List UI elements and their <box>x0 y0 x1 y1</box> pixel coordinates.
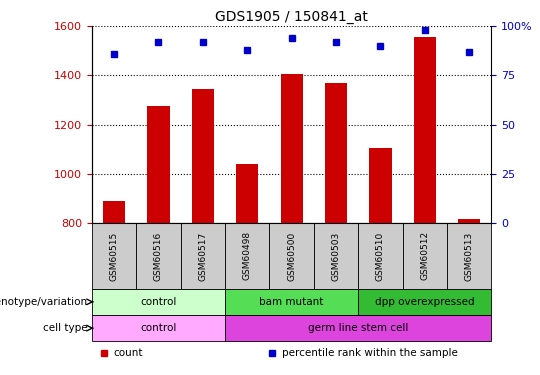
Text: GSM60516: GSM60516 <box>154 231 163 280</box>
Bar <box>269 223 314 289</box>
Text: control: control <box>140 297 177 307</box>
Text: genotype/variation: genotype/variation <box>0 297 88 307</box>
Bar <box>314 223 358 289</box>
Title: GDS1905 / 150841_at: GDS1905 / 150841_at <box>215 10 368 24</box>
Bar <box>414 38 436 223</box>
Bar <box>458 219 480 223</box>
Text: GSM60517: GSM60517 <box>198 231 207 280</box>
Text: GSM60500: GSM60500 <box>287 231 296 280</box>
Bar <box>136 223 180 289</box>
Text: count: count <box>114 348 143 358</box>
Bar <box>225 223 269 289</box>
Text: cell type: cell type <box>43 323 88 333</box>
Bar <box>92 223 136 289</box>
Text: GSM60515: GSM60515 <box>110 231 118 280</box>
Bar <box>403 223 447 289</box>
Bar <box>358 223 403 289</box>
Bar <box>236 164 258 223</box>
Bar <box>92 289 225 315</box>
Text: GSM60510: GSM60510 <box>376 231 385 280</box>
Text: GSM60498: GSM60498 <box>242 231 252 280</box>
Bar <box>225 289 358 315</box>
Text: GSM60512: GSM60512 <box>420 231 429 280</box>
Bar <box>447 223 491 289</box>
Bar <box>369 148 392 223</box>
Bar <box>180 223 225 289</box>
Text: GSM60513: GSM60513 <box>465 231 474 280</box>
Text: bam mutant: bam mutant <box>259 297 324 307</box>
Bar <box>92 315 225 341</box>
Bar <box>147 106 170 223</box>
Bar <box>325 83 347 223</box>
Text: dpp overexpressed: dpp overexpressed <box>375 297 475 307</box>
Text: control: control <box>140 323 177 333</box>
Bar <box>225 315 491 341</box>
Bar <box>280 74 303 223</box>
Text: germ line stem cell: germ line stem cell <box>308 323 408 333</box>
Text: GSM60503: GSM60503 <box>332 231 341 280</box>
Bar <box>358 289 491 315</box>
Bar <box>103 201 125 223</box>
Bar <box>192 89 214 223</box>
Text: percentile rank within the sample: percentile rank within the sample <box>282 348 457 358</box>
